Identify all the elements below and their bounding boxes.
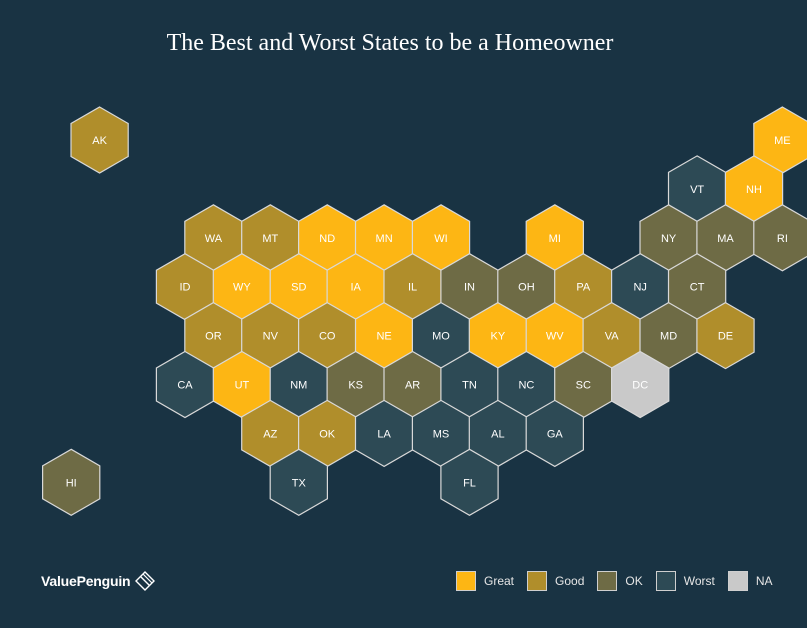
state-label: VT [690, 184, 704, 196]
state-label: MS [433, 428, 450, 440]
state-hex-fl: FL [440, 448, 499, 516]
state-label: VA [605, 331, 620, 343]
state-hex-shape [70, 106, 129, 174]
state-hex-ak: AK [70, 106, 129, 174]
legend-label: NA [755, 574, 773, 588]
state-hex-ri: RI [753, 204, 807, 272]
state-label: IL [408, 282, 417, 294]
state-label: AZ [263, 428, 277, 440]
state-hex-ca: CA [155, 350, 215, 419]
state-label: TN [462, 380, 477, 392]
brand-name: ValuePenguin [41, 573, 131, 589]
legend-item-ok: OK [597, 571, 643, 591]
state-hex-shape [696, 301, 755, 370]
legend-swatch [597, 571, 618, 591]
state-hex-shape [41, 448, 101, 516]
state-hex-tx: TX [269, 448, 328, 516]
state-label: WA [205, 233, 223, 245]
state-hex-vt: VT [667, 155, 727, 223]
state-label: CA [177, 380, 193, 392]
legend-label: Great [484, 574, 515, 588]
legend-label: OK [625, 574, 643, 588]
state-label: DC [632, 380, 648, 392]
legend-swatch [527, 571, 548, 591]
state-hex-hi: HI [41, 448, 101, 516]
state-label: MT [262, 233, 278, 245]
state-hex-de: DE [696, 301, 755, 370]
state-label: MI [549, 233, 561, 245]
legend-label: Good [555, 574, 585, 588]
state-label: KY [491, 331, 506, 343]
state-label: ND [319, 233, 335, 245]
legend-item-great: Great [456, 571, 514, 591]
brand-logo: ValuePenguin [41, 570, 156, 592]
state-label: MD [660, 331, 677, 343]
state-label: CT [690, 282, 705, 294]
state-label: MA [717, 233, 734, 245]
legend-swatch [655, 571, 676, 591]
legend-item-good: Good [527, 571, 584, 591]
legend: Great Good OK Worst NA [456, 569, 786, 593]
state-label: AR [405, 380, 420, 392]
state-label: OR [205, 331, 222, 343]
state-label: SD [291, 282, 306, 294]
state-label: LA [377, 428, 391, 440]
state-label: HI [66, 477, 77, 489]
state-hex-ct: CT [667, 253, 727, 321]
state-label: ID [180, 282, 191, 294]
state-label: NC [518, 380, 534, 392]
legend-item-na: NA [727, 571, 773, 591]
state-hex-shape [610, 350, 670, 419]
legend-item-worst: Worst [655, 571, 715, 591]
state-label: IA [350, 282, 361, 294]
state-label: WV [546, 331, 564, 343]
state-hex-dc: DC [610, 350, 670, 419]
state-label: MN [376, 233, 393, 245]
state-label: KS [348, 380, 363, 392]
state-hex-shape [440, 448, 499, 516]
state-label: PA [576, 282, 591, 294]
state-label: NE [376, 331, 391, 343]
legend-swatch [456, 571, 476, 591]
state-label: AL [491, 428, 504, 440]
state-label: OK [319, 428, 336, 440]
legend-swatch [727, 571, 748, 591]
state-label: NH [746, 184, 762, 196]
state-hex-shape [525, 399, 585, 468]
valuepenguin-logo-icon [135, 571, 156, 591]
state-label: GA [547, 428, 564, 440]
legend-label: Worst [683, 574, 715, 588]
map-title: The Best and Worst States to be a Homeow… [166, 30, 614, 56]
state-label: TX [292, 477, 307, 489]
state-label: UT [235, 380, 250, 392]
state-label: MO [432, 331, 450, 343]
state-hex-ks: KS [326, 350, 385, 419]
state-label: NY [661, 233, 677, 245]
state-label: AK [92, 135, 107, 147]
state-label: CO [319, 331, 336, 343]
hex-tile-map: AK ME VT NH WA MT ND MN WI MI NY MA RI ID WY SD IA IL IN OH… [41, 106, 807, 516]
state-label: ME [774, 135, 791, 147]
state-hex-md: MD [639, 301, 698, 370]
state-hex-me: ME [753, 106, 807, 174]
state-label: DE [718, 331, 733, 343]
state-label: RI [777, 233, 788, 245]
state-label: SC [576, 380, 591, 392]
state-label: IN [464, 282, 475, 294]
state-hex-shape [753, 204, 807, 272]
state-label: OH [518, 282, 535, 294]
state-label: WY [233, 282, 251, 294]
state-label: FL [463, 477, 476, 489]
state-label: NV [263, 331, 279, 343]
state-label: NJ [633, 282, 646, 294]
state-label: WI [434, 233, 447, 245]
state-hex-shape [269, 448, 328, 516]
state-hex-ga: GA [525, 399, 585, 468]
state-label: NM [290, 380, 307, 392]
